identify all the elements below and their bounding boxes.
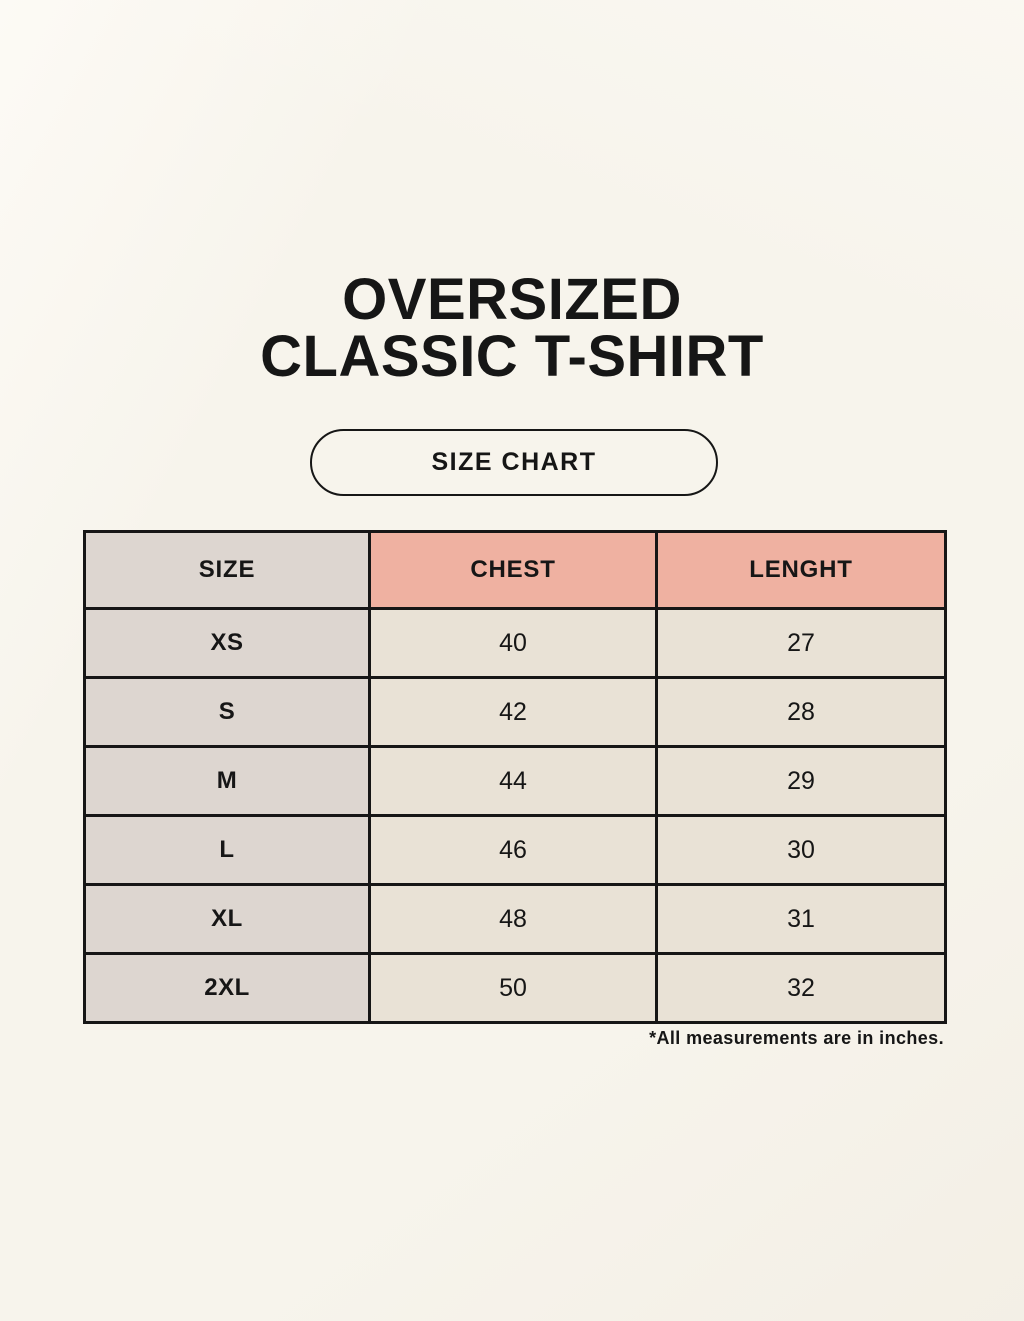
size-label: L xyxy=(83,814,371,886)
column-header-length: LENGHT xyxy=(655,530,947,610)
length-value: 27 xyxy=(655,607,947,679)
length-value: 31 xyxy=(655,883,947,955)
chest-value: 42 xyxy=(368,676,658,748)
size-chart-badge-label: SIZE CHART xyxy=(431,448,597,476)
size-label: 2XL xyxy=(83,952,371,1024)
title-line-1: OVERSIZED xyxy=(342,267,682,332)
length-value: 29 xyxy=(655,745,947,817)
table-row: M 44 29 xyxy=(83,745,947,817)
size-label: S xyxy=(83,676,371,748)
table-row: S 42 28 xyxy=(83,676,947,748)
table-header-row: SIZE CHEST LENGHT xyxy=(83,530,947,610)
measurements-footnote: *All measurements are in inches. xyxy=(649,1028,944,1048)
column-header-chest: CHEST xyxy=(368,530,658,610)
table-row: L 46 30 xyxy=(83,814,947,886)
chest-value: 46 xyxy=(368,814,658,886)
size-label: XS xyxy=(83,607,371,679)
page-title: OVERSIZED CLASSIC T-SHIRT xyxy=(0,267,1024,389)
table-row: 2XL 50 32 xyxy=(83,952,947,1024)
table-row: XS 40 27 xyxy=(83,607,947,679)
chest-value: 48 xyxy=(368,883,658,955)
column-header-size: SIZE xyxy=(83,530,371,610)
chest-value: 44 xyxy=(368,745,658,817)
size-chart-badge[interactable]: SIZE CHART xyxy=(310,429,718,496)
size-chart-table: SIZE CHEST LENGHT XS 40 27 S 42 28 M 44 … xyxy=(83,530,947,1024)
chest-value: 50 xyxy=(368,952,658,1024)
length-value: 28 xyxy=(655,676,947,748)
size-label: M xyxy=(83,745,371,817)
length-value: 32 xyxy=(655,952,947,1024)
title-line-2: CLASSIC T-SHIRT xyxy=(260,324,764,389)
chest-value: 40 xyxy=(368,607,658,679)
table-row: XL 48 31 xyxy=(83,883,947,955)
size-label: XL xyxy=(83,883,371,955)
length-value: 30 xyxy=(655,814,947,886)
